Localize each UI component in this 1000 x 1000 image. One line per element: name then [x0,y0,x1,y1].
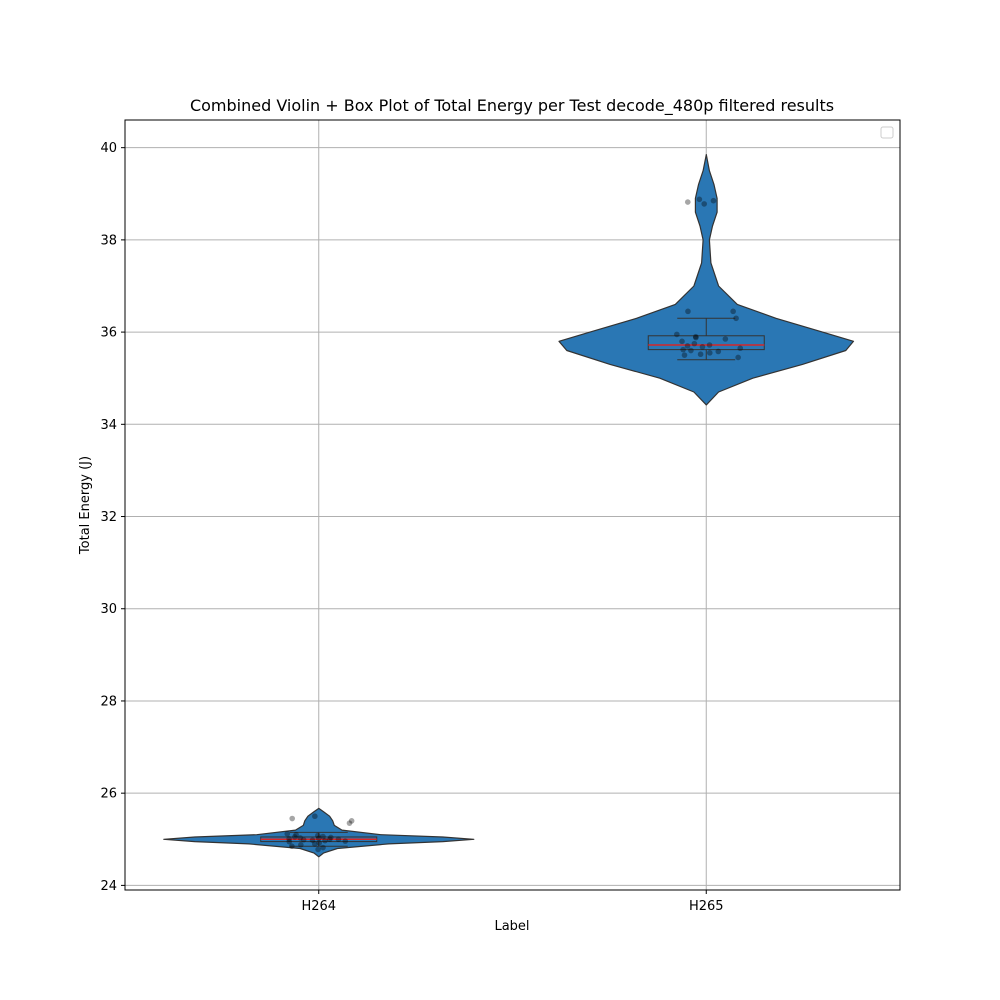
data-point [706,350,713,356]
data-point [693,334,699,341]
data-point [315,832,321,839]
data-point [730,308,736,315]
data-point [298,842,304,848]
data-point [322,837,328,844]
data-point [326,836,333,843]
data-point [696,196,703,203]
legend-box [880,126,894,139]
data-point [320,833,326,840]
data-point [286,838,293,845]
data-point [688,347,694,354]
y-tick-label: 28 [100,694,117,709]
point-layer [284,196,744,853]
data-point [692,333,699,340]
data-point [346,820,353,826]
y-tick-label: 34 [100,418,117,433]
y-tick-label: 24 [100,879,117,894]
x-tick-label: H264 [301,899,336,914]
data-point [715,348,722,355]
x-axis-label: Label [494,919,529,934]
data-point [289,815,296,822]
y-tick-label: 36 [100,326,117,341]
data-point [684,343,691,349]
y-tick-label: 40 [100,141,117,156]
data-point [311,841,318,847]
data-point [681,352,688,358]
data-point [674,331,680,338]
data-point [292,834,298,840]
data-point [733,315,739,322]
data-point [335,836,342,843]
x-tick-label: H265 [689,899,724,914]
y-axis-label: Total Energy (J) [78,456,93,555]
y-tick-label: 38 [100,233,117,248]
data-point [309,837,316,844]
data-point [342,838,349,844]
data-point [701,201,707,207]
data-point [327,834,334,841]
chart-title: Combined Violin + Box Plot of Total Ener… [190,96,834,116]
y-tick-label: 30 [100,602,117,617]
data-point [316,840,322,846]
data-point [697,351,704,358]
data-point [680,346,686,353]
y-tick-label: 26 [100,787,117,802]
data-point [735,354,741,361]
plot-frame [124,119,901,891]
data-point [679,338,685,345]
data-point [289,843,295,849]
data-point [297,835,304,841]
data-point [684,199,691,205]
data-point [710,197,717,204]
data-point [300,836,307,843]
tick-layer: 24 26 28 30 32 34 36 38 40 H264 H265 [100,141,723,914]
data-point [722,336,729,342]
data-point [315,835,322,842]
data-point [348,818,355,824]
violin-h265 [558,154,855,406]
data-point [284,830,291,837]
data-point [312,813,318,820]
y-tick-label: 32 [100,510,117,525]
data-point [706,342,713,348]
data-point [685,308,691,315]
box-layer [260,317,765,847]
data-point [315,846,321,853]
data-point [699,344,706,350]
data-point [293,831,299,838]
data-point [320,844,326,851]
data-point [691,340,698,347]
data-point [286,836,292,842]
data-point [737,345,744,352]
